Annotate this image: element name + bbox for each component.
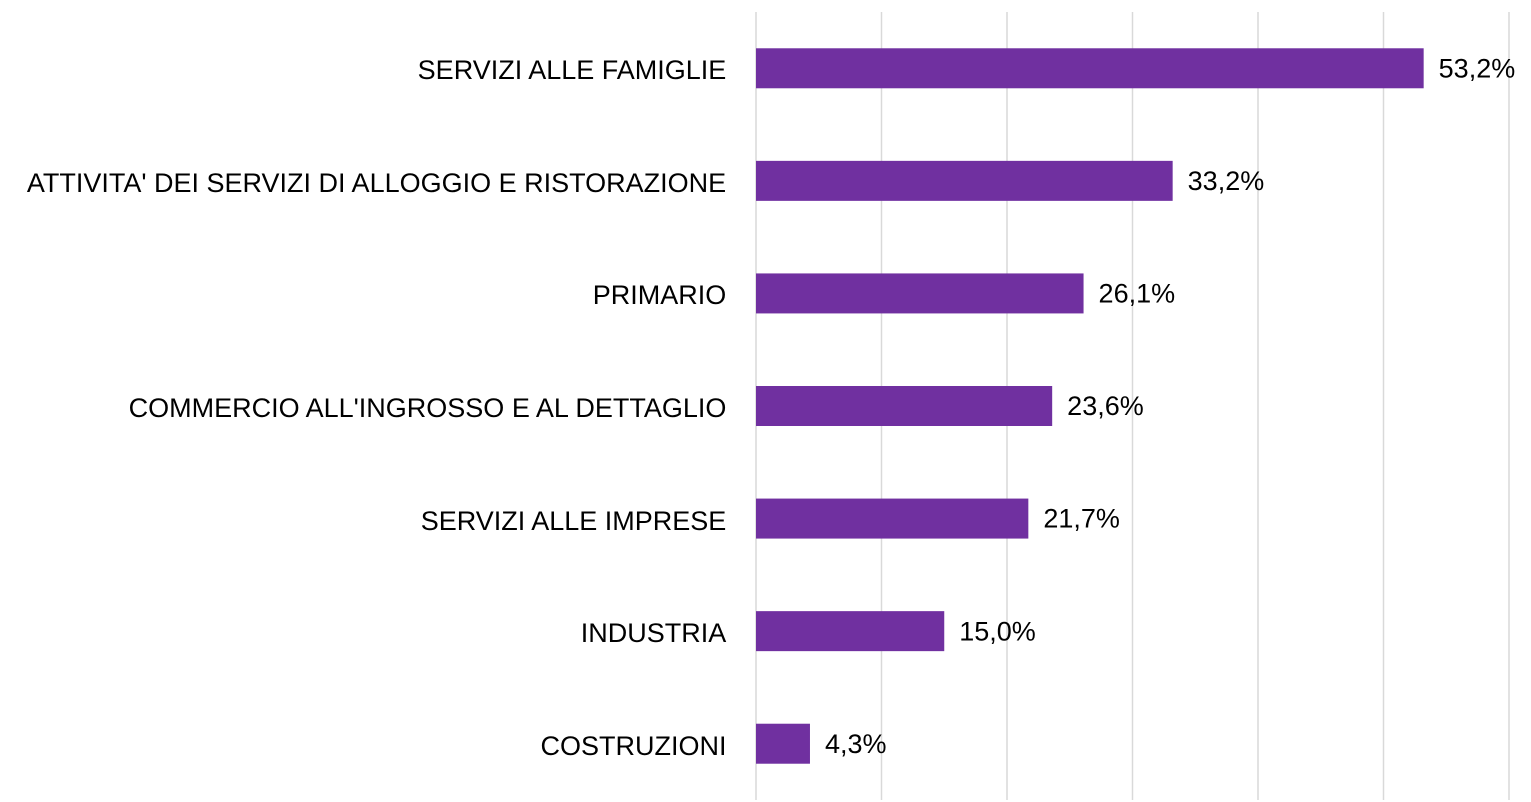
bar <box>756 386 1053 426</box>
data-label: 23,6% <box>1067 391 1144 421</box>
data-label: 21,7% <box>1043 504 1120 534</box>
bar <box>756 48 1424 89</box>
category-label: SERVIZI ALLE IMPRESE <box>420 505 727 536</box>
bar <box>756 611 945 652</box>
data-label: 4,3% <box>825 729 887 759</box>
category-label: SERVIZI ALLE FAMIGLIE <box>417 55 727 86</box>
category-label: COMMERCIO ALL'INGROSSO E AL DETTAGLIO <box>128 393 727 423</box>
bar <box>756 723 810 764</box>
data-label: 33,2% <box>1188 166 1265 196</box>
data-label: 26,1% <box>1099 279 1176 309</box>
category-label: COSTRUZIONI <box>540 730 727 761</box>
category-label: PRIMARIO <box>592 280 727 311</box>
data-label: 53,2% <box>1439 53 1516 83</box>
data-label: 15,0% <box>959 616 1036 646</box>
bar <box>756 498 1029 539</box>
bar <box>756 273 1084 314</box>
category-label: INDUSTRIA <box>580 618 727 649</box>
bar <box>756 160 1173 201</box>
category-label: ATTIVITA' DEI SERVIZI DI ALLOGGIO E RIST… <box>26 167 727 198</box>
